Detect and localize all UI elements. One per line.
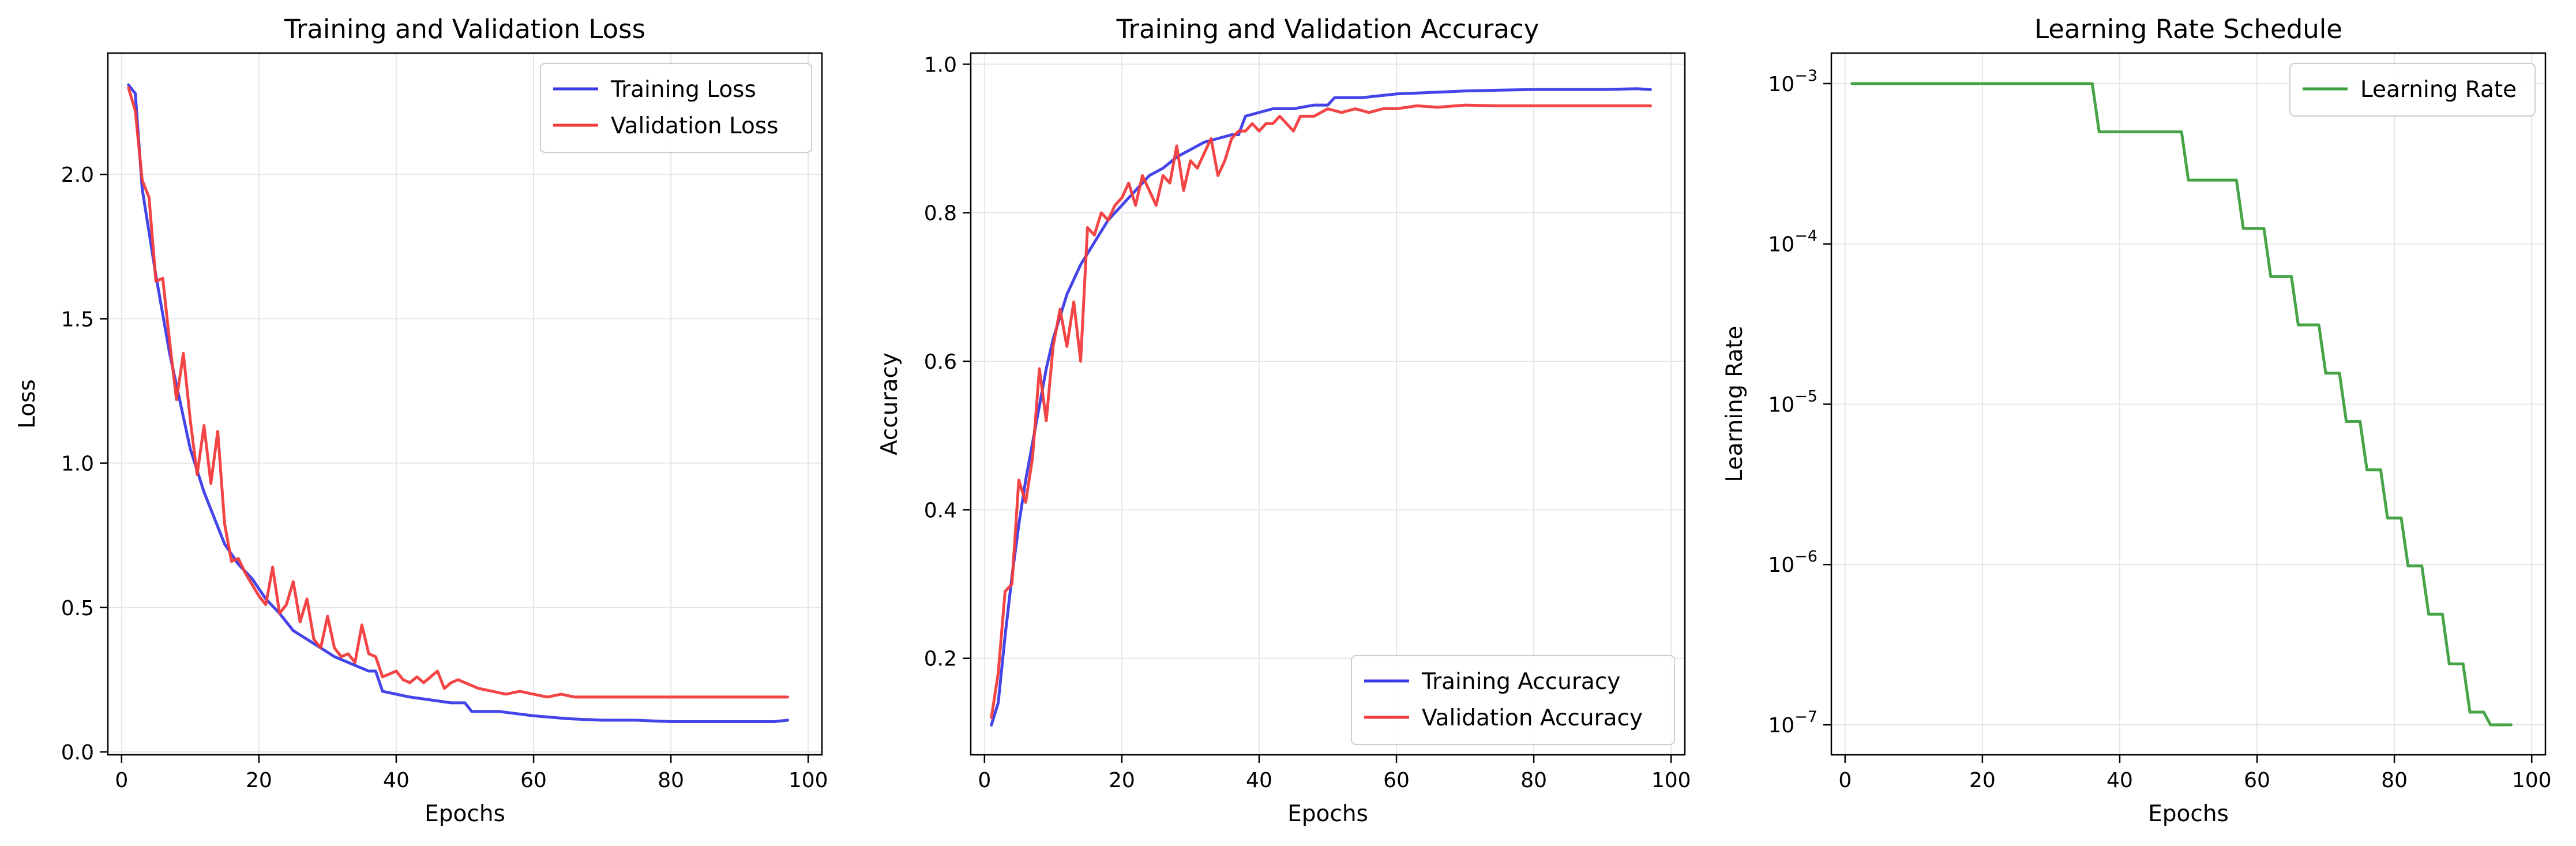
legend-box xyxy=(2289,63,2536,117)
legend: Training Accuracy Validation Accuracy xyxy=(1351,655,1675,745)
chart-panel-3: 0 20 40 60 80 10010−710−610−510−410−3Learning… xyxy=(1722,14,2552,827)
y-tick-exponent: −6 xyxy=(1794,548,1818,566)
legend-label: Validation Accuracy xyxy=(1422,705,1643,731)
chart-title: Training and Validation Accuracy xyxy=(1116,14,1539,44)
y-tick-label: 0.6 xyxy=(924,350,957,374)
y-tick-exponent: −5 xyxy=(1794,387,1818,405)
y-tick-base: 10 xyxy=(1768,73,1794,96)
y-tick-label: 0.2 xyxy=(924,647,957,671)
x-tick-label: 80 xyxy=(1520,769,1547,792)
y-axis-label: Accuracy xyxy=(877,353,903,455)
grid xyxy=(971,53,1685,755)
x-tick-label: 0 xyxy=(978,769,991,792)
y-tick-label: 1.0 xyxy=(61,452,94,476)
x-tick-label: 60 xyxy=(1383,769,1410,792)
y-tick-label: 1.5 xyxy=(61,308,94,331)
x-tick-label: 20 xyxy=(246,769,272,792)
x-tick-label: 100 xyxy=(788,769,828,792)
y-tick-label: 10−3 xyxy=(1768,67,1818,96)
series-line-2 xyxy=(990,103,1652,720)
x-tick-label: 100 xyxy=(2512,769,2552,792)
legend-box xyxy=(1351,655,1675,745)
chart-panel-2: 0 20 40 60 80 100 0.2 0.4 0.6 0.8 1.0 Training and … xyxy=(877,14,1691,827)
x-tick-label: 40 xyxy=(383,769,410,792)
y-tick-exponent: −3 xyxy=(1794,67,1818,85)
y-tick-label: 2.0 xyxy=(61,163,94,187)
y-tick-label: 0.8 xyxy=(924,202,957,226)
y-tick-exponent: −4 xyxy=(1794,227,1818,245)
plot-frame xyxy=(970,52,1686,756)
y-tick-base: 10 xyxy=(1768,714,1794,738)
x-tick-label: 60 xyxy=(2244,769,2270,792)
x-tick-label: 60 xyxy=(520,769,547,792)
y-tick-label: 0.0 xyxy=(61,741,94,765)
chart-title: Training and Validation Loss xyxy=(284,14,645,44)
y-tick-label: 10−7 xyxy=(1768,708,1818,738)
y-tick-label: 10−4 xyxy=(1768,227,1818,257)
x-axis-label: Epochs xyxy=(2148,801,2229,827)
grid xyxy=(1831,53,2545,755)
y-tick-label: 1.0 xyxy=(924,53,957,77)
legend-label: Validation Loss xyxy=(611,113,779,139)
legend: Learning Rate xyxy=(2289,63,2536,117)
x-tick-label: 40 xyxy=(2106,769,2133,792)
y-tick-exponent: −7 xyxy=(1794,708,1818,726)
y-tick-base: 10 xyxy=(1768,233,1794,257)
series-line-1 xyxy=(1850,82,2513,727)
plot-frame xyxy=(107,52,823,756)
y-tick-label: 10−5 xyxy=(1768,387,1818,417)
legend: Training Loss Validation Loss xyxy=(540,63,812,153)
x-tick-label: 0 xyxy=(1838,769,1852,792)
x-tick-label: 40 xyxy=(1246,769,1272,792)
y-tick-label: 0.5 xyxy=(61,597,94,620)
chart-title: Learning Rate Schedule xyxy=(2034,14,2342,44)
x-tick-label: 20 xyxy=(1109,769,1135,792)
y-tick-base: 10 xyxy=(1768,393,1794,417)
y-tick-base: 10 xyxy=(1768,553,1794,577)
x-tick-label: 80 xyxy=(658,769,684,792)
x-tick-label: 100 xyxy=(1651,769,1691,792)
x-tick-label: 0 xyxy=(115,769,128,792)
grid xyxy=(108,53,822,755)
x-tick-label: 20 xyxy=(1969,769,1996,792)
legend-label: Training Loss xyxy=(610,77,756,103)
x-tick-label: 80 xyxy=(2381,769,2408,792)
x-axis-label: Epochs xyxy=(425,801,505,827)
series-line-1 xyxy=(990,87,1652,727)
chart-panel-1: 0 20 40 60 80 100 0.0 0.5 1.0 1.5 2.0 Training and … xyxy=(14,14,828,827)
y-tick-label: 0.4 xyxy=(924,499,957,522)
x-axis-label: Epochs xyxy=(1287,801,1368,827)
legend-box xyxy=(540,63,812,153)
legend-label: Learning Rate xyxy=(2360,77,2517,103)
y-axis-label: Learning Rate xyxy=(1722,325,1748,482)
legend-label: Training Accuracy xyxy=(1421,669,1620,695)
series-line-1 xyxy=(127,83,789,723)
series-line-2 xyxy=(127,86,789,699)
y-tick-label: 10−6 xyxy=(1768,548,1818,577)
y-axis-label: Loss xyxy=(14,379,40,429)
